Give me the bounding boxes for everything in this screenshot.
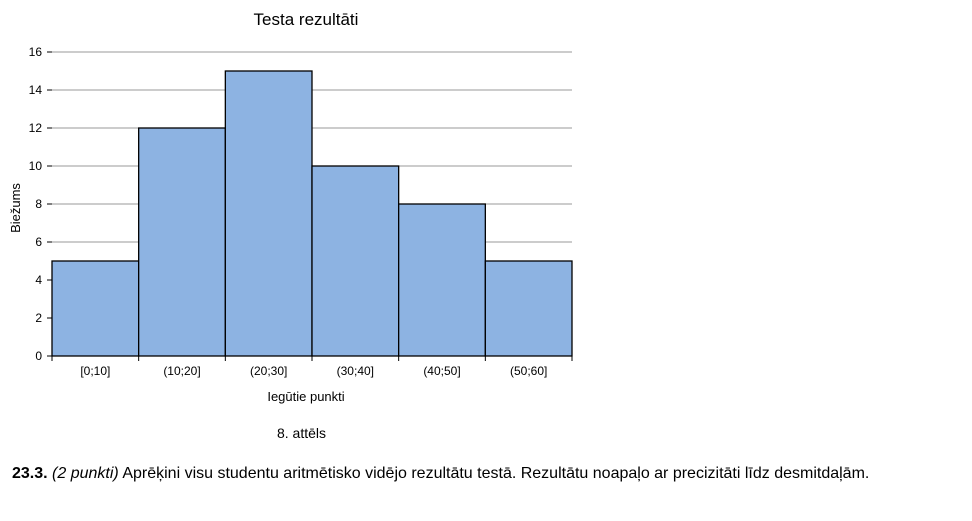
task-points: (2 punkti): [52, 465, 119, 482]
task-description: Aprēķini visu studentu aritmētisko vidēj…: [122, 465, 870, 482]
y-tick-label: 10: [29, 159, 43, 173]
y-tick-label: 14: [29, 83, 43, 97]
figure-caption: 8. attēls: [276, 425, 327, 441]
x-tick-label: (20;30]: [250, 364, 287, 378]
bar: [51, 260, 140, 357]
x-axis-label: Iegūtie punkti: [267, 389, 344, 404]
x-tick-label: (50;60]: [510, 364, 547, 378]
bar: [398, 203, 486, 357]
y-tick-label: 4: [35, 273, 42, 287]
y-axis-ticks: 0 2 4 6 8 10 12 14 16: [29, 45, 52, 363]
y-axis-label: Biežums: [8, 183, 23, 233]
x-axis-ticks: [0;10] (10;20] (20;30] (30;40] (40;50] (50;60…: [51, 356, 573, 378]
histogram-chart: Testa rezultāti 0 2 4 6 8 10 12 14 16 [0;10] (10;…: [8, 10, 573, 404]
x-tick-label: (10;20]: [163, 364, 200, 378]
task-text: 23.3. (2 punkti) Aprēķini visu studentu …: [12, 465, 869, 483]
task-number: 23.3.: [12, 465, 48, 482]
x-tick-label: (40;50]: [423, 364, 460, 378]
y-tick-label: 16: [29, 45, 43, 59]
bar: [311, 165, 400, 357]
bar: [138, 127, 226, 357]
y-tick-label: 0: [35, 349, 42, 363]
chart-title: Testa rezultāti: [254, 10, 359, 29]
bar: [484, 260, 573, 357]
bar: [224, 70, 313, 357]
y-tick-label: 2: [35, 311, 42, 325]
x-tick-label: [0;10]: [80, 364, 110, 378]
y-tick-label: 8: [35, 197, 42, 211]
y-tick-label: 12: [29, 121, 43, 135]
x-tick-label: (30;40]: [337, 364, 374, 378]
y-tick-label: 6: [35, 235, 42, 249]
bars: [51, 70, 573, 357]
